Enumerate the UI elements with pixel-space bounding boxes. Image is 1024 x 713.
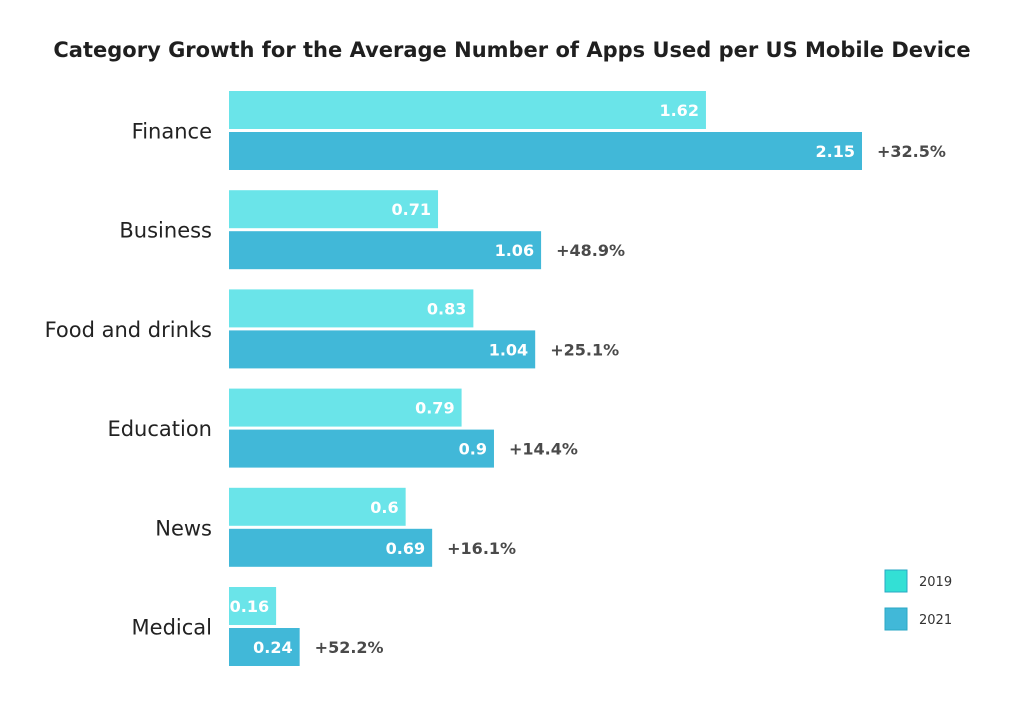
bar-2021-education: [229, 429, 494, 468]
growth-label-education: +14.4%: [509, 440, 578, 459]
bar-value-label-2019-business: 0.71: [392, 200, 431, 219]
bar-2021-finance: [229, 132, 862, 170]
category-label-medical: Medical: [132, 616, 212, 640]
legend-swatch-2021: [884, 607, 908, 631]
bar-value-label-2019-finance: 1.62: [659, 101, 698, 120]
legend-swatch-2019: [884, 569, 908, 593]
legend-label-2021: 2021: [919, 613, 952, 628]
bar-2019-education: [229, 388, 462, 427]
growth-label-news: +16.1%: [447, 539, 516, 558]
bar-value-label-2021-medical: 0.24: [253, 638, 292, 657]
category-label-business: Business: [119, 219, 212, 243]
bar-value-label-2021-food-and-drinks: 1.04: [489, 340, 528, 359]
bar-2019-finance: [229, 91, 706, 129]
legend-label-2019: 2019: [919, 575, 952, 590]
growth-label-food-and-drinks: +25.1%: [550, 340, 619, 359]
category-label-finance: Finance: [132, 120, 212, 144]
bar-value-label-2021-finance: 2.15: [816, 142, 855, 161]
bar-2019-business: [229, 190, 439, 229]
growth-label-business: +48.9%: [556, 241, 625, 260]
bar-value-label-2021-news: 0.69: [386, 539, 425, 558]
category-label-education: Education: [107, 417, 212, 441]
bar-value-label-2021-education: 0.9: [459, 440, 487, 459]
growth-label-finance: +32.5%: [877, 142, 946, 161]
growth-label-medical: +52.2%: [315, 638, 384, 657]
chart-title: Category Growth for the Average Number o…: [53, 38, 971, 62]
category-label-food-and-drinks: Food and drinks: [45, 318, 212, 342]
bar-value-label-2021-business: 1.06: [495, 241, 534, 260]
bar-2019-news: [229, 487, 406, 526]
category-label-news: News: [155, 516, 212, 540]
bar-2021-food-and-drinks: [229, 330, 536, 369]
bar-2021-news: [229, 528, 433, 567]
bars-layer: Finance 1.62 2.15 +32.5% Business 0.71 1.06 +48…: [45, 91, 946, 666]
bar-value-label-2019-medical: 0.16: [230, 597, 269, 616]
bar-value-label-2019-news: 0.6: [370, 498, 398, 517]
bar-2021-business: [229, 231, 542, 270]
bar-2019-medical: [229, 587, 277, 625]
bar-value-label-2019-food-and-drinks: 0.83: [427, 299, 466, 318]
legend: 2019 2021: [884, 569, 952, 631]
bar-value-label-2019-education: 0.79: [415, 399, 454, 418]
bar-2019-food-and-drinks: [229, 289, 474, 328]
bar-2021-medical: [229, 628, 300, 666]
